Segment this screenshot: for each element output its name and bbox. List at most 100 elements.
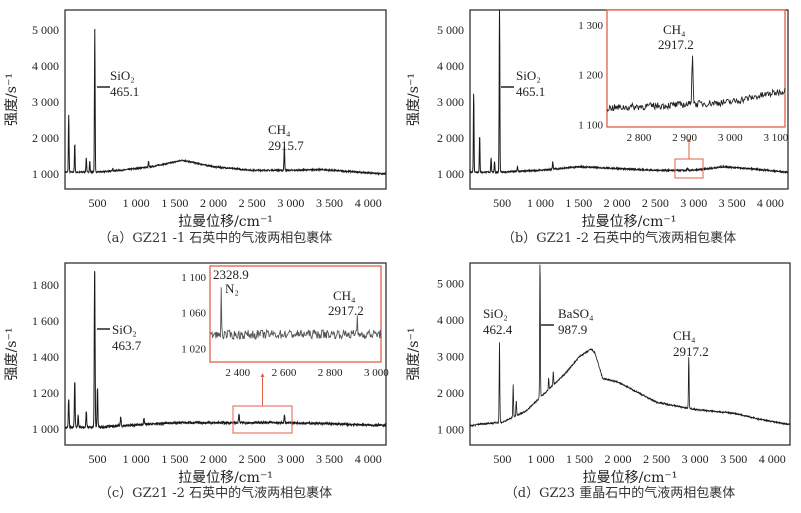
peak-species-label: CH₄: [268, 122, 291, 137]
peak-species-label: SiO₂: [112, 322, 137, 337]
inset-y-tick-label: 1 060: [181, 308, 206, 320]
x-tick-label: 500: [493, 196, 511, 210]
inset-y-tick-label: 1 020: [181, 344, 206, 356]
x-tick-label: 1 000: [527, 452, 554, 466]
x-tick-label: 1 000: [123, 452, 150, 466]
spectrum-line: [470, 264, 790, 428]
x-axis-label: 拉曼位移/cm⁻¹: [583, 470, 678, 486]
peak-value-label: 2917.2: [328, 303, 364, 318]
y-tick-label: 3 000: [32, 95, 59, 109]
x-tick-label: 1 500: [161, 196, 188, 210]
inset-spectrum-line: [209, 287, 382, 341]
x-tick-label: 3 000: [277, 196, 304, 210]
inset-x-tick-label: 2 900: [672, 132, 697, 144]
plot-frame: [64, 262, 387, 446]
x-tick-label: 3 500: [720, 452, 747, 466]
connector-arrow-icon: [687, 138, 691, 142]
y-tick-label: 1 000: [32, 422, 59, 436]
peak-species-label: N₂: [225, 281, 239, 296]
peak-value-label: 462.4: [483, 322, 513, 337]
panel-a: 500 1 000 1 500 2 000 2 500 3 000 3 500 4 000 1 …: [4, 9, 387, 246]
y-tick-label: 2 000: [32, 131, 59, 145]
connector-arrow-icon: [260, 373, 265, 377]
peak-value-label: 465.1: [110, 84, 139, 99]
peak-value-label: 463.7: [112, 338, 142, 353]
panel-d: 500 1 000 1 500 2 000 2 500 3 000 3 500 4 000 1 …: [406, 262, 791, 501]
peak-species-label: CH₄: [673, 328, 696, 343]
inset-x-tick-label: 2 800: [627, 132, 652, 144]
peak-value-label: 2917.2: [658, 37, 694, 52]
x-tick-label: 1 000: [123, 196, 150, 210]
y-tick-label: 1 000: [437, 423, 464, 437]
y-tick-label: 5 000: [437, 23, 464, 37]
panel-caption: （a）GZ21 -1 石英中的气液两相包裹体: [99, 230, 333, 246]
inset-y-tick-label: 1 200: [578, 70, 603, 82]
y-tick-label: 4 000: [32, 59, 59, 73]
peak-species-label: SiO₂: [483, 306, 508, 321]
inset-x-tick-label: 3 000: [718, 132, 743, 144]
x-tick-label: 2 500: [239, 196, 266, 210]
y-tick-label: 1 600: [32, 314, 59, 328]
x-tick-label: 3 500: [316, 196, 343, 210]
x-tick-label: 3 000: [682, 452, 709, 466]
spectrum-line: [65, 28, 386, 177]
inset-x-tick-label: 3 000: [364, 367, 389, 379]
peak-value-label: 2915.7: [268, 138, 304, 153]
x-tick-label: 500: [88, 196, 106, 210]
peak-species-label: SiO₂: [110, 68, 135, 83]
x-tick-label: 4 000: [355, 452, 382, 466]
x-tick-label: 2 500: [643, 452, 670, 466]
y-tick-label: 4 000: [437, 313, 464, 327]
x-tick-label: 1 000: [527, 196, 554, 210]
y-axis-label: 强度/s⁻¹: [406, 328, 422, 381]
peak-value-label: 2917.2: [673, 344, 709, 359]
panel-caption: （b）GZ21 -2 石英中的气液两相包裹体: [502, 230, 736, 246]
x-axis-label: 拉曼位移/cm⁻¹: [582, 214, 677, 230]
y-tick-label: 2 000: [437, 131, 464, 145]
x-tick-label: 1 500: [161, 452, 188, 466]
x-tick-label: 4 000: [757, 196, 784, 210]
x-tick-label: 2 000: [200, 452, 227, 466]
y-tick-label: 4 000: [437, 59, 464, 73]
peak-value-label: 2328.9: [213, 267, 249, 282]
y-axis-label: 强度/s⁻¹: [406, 73, 422, 126]
y-tick-label: 1 400: [32, 350, 59, 364]
y-tick-label: 1 800: [32, 278, 59, 292]
spectrum-line: [470, 10, 788, 175]
x-tick-label: 3 000: [277, 452, 304, 466]
inset-x-tick-label: 2 400: [225, 367, 250, 379]
x-tick-label: 500: [88, 452, 106, 466]
peak-value-label: 987.9: [558, 322, 587, 337]
x-tick-label: 2 000: [605, 452, 632, 466]
x-tick-label: 1 500: [565, 196, 592, 210]
panel-c: 500 1 000 1 500 2 000 2 500 3 000 3 500 4 000 1 …: [4, 262, 389, 501]
x-axis-label: 拉曼位移/cm⁻¹: [178, 470, 273, 486]
plot-frame: [64, 9, 387, 190]
x-tick-label: 2 000: [200, 196, 227, 210]
inset-spectrum-line: [606, 55, 786, 112]
inset-y-tick-label: 1 100: [181, 272, 206, 284]
x-tick-label: 3 500: [316, 452, 343, 466]
x-tick-label: 2 500: [239, 452, 266, 466]
x-axis-label: 拉曼位移/cm⁻¹: [178, 214, 273, 230]
zoom-region-box: [232, 405, 293, 434]
inset-y-tick-label: 1 100: [578, 120, 603, 132]
plot-frame: [469, 262, 791, 446]
y-tick-label: 5 000: [32, 23, 59, 37]
peak-species-label: SiO₂: [516, 68, 541, 83]
panel-caption: （c）GZ21 -2 石英中的气液两相包裹体: [99, 485, 332, 501]
panel-caption: （d）GZ23 重晶石中的气液两相包裹体: [505, 485, 735, 501]
x-tick-label: 4 000: [355, 196, 382, 210]
y-tick-label: 5 000: [437, 276, 464, 290]
x-tick-label: 1 500: [566, 452, 593, 466]
x-tick-label: 500: [493, 452, 511, 466]
inset-frame: [209, 265, 382, 363]
inset-x-tick-label: 2 600: [272, 367, 297, 379]
y-axis-label: 强度/s⁻¹: [4, 328, 20, 381]
peak-species-label: CH₄: [663, 22, 686, 37]
inset-x-tick-label: 3 100: [763, 132, 788, 144]
peak-value-label: 465.1: [516, 84, 545, 99]
x-tick-label: 2 000: [604, 196, 631, 210]
inset-x-tick-label: 2 800: [318, 367, 343, 379]
